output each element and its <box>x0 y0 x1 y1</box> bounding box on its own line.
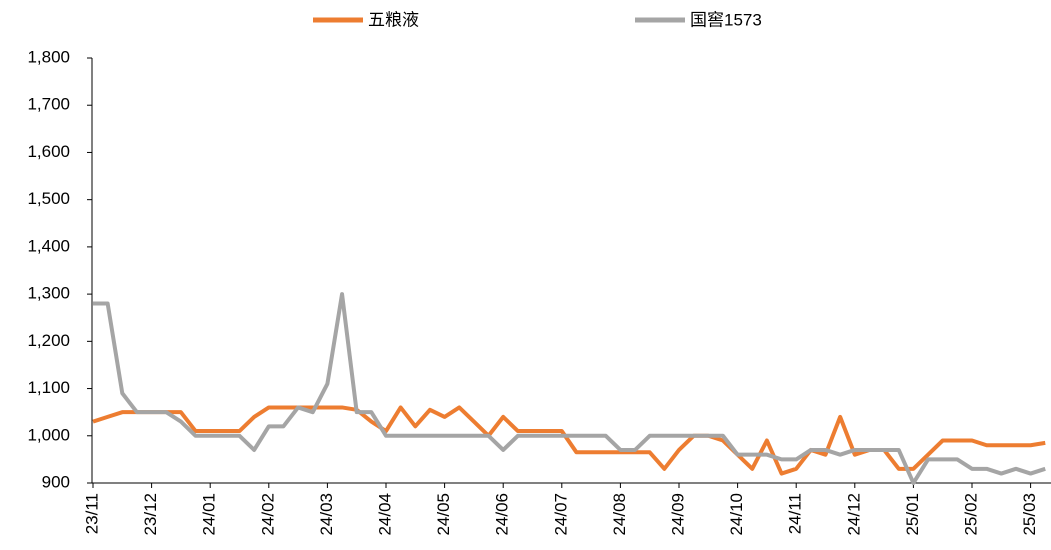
x-tick-label: 23/11 <box>82 493 101 534</box>
y-tick-label: 1,200 <box>27 331 70 350</box>
x-tick-label: 24/05 <box>434 493 453 536</box>
x-tick-label: 24/09 <box>668 493 687 536</box>
x-tick-label: 24/02 <box>258 493 277 536</box>
x-tick-label: 24/10 <box>727 493 746 536</box>
series-line <box>93 292 1046 485</box>
y-tick-label: 1,300 <box>27 284 70 303</box>
x-tick-label: 23/12 <box>141 493 160 536</box>
y-tick-label: 1,000 <box>27 425 70 444</box>
y-tick-label: 900 <box>42 472 70 491</box>
x-tick-label: 25/03 <box>1020 493 1039 536</box>
y-tick-label: 1,600 <box>27 142 70 161</box>
y-tick-label: 1,100 <box>27 378 70 397</box>
x-tick-label: 24/04 <box>375 493 394 536</box>
x-tick-label: 24/03 <box>317 493 336 536</box>
x-tick-label: 24/08 <box>610 493 629 536</box>
y-tick-label: 1,800 <box>27 47 70 66</box>
series-line <box>92 405 1046 476</box>
x-tick-label: 25/01 <box>903 493 922 536</box>
legend-label: 五粮液 <box>368 10 419 29</box>
y-tick-label: 1,500 <box>27 189 70 208</box>
x-tick-label: 25/02 <box>961 493 980 536</box>
x-tick-label: 24/07 <box>551 493 570 536</box>
x-tick-label: 24/12 <box>844 493 863 536</box>
legend-label: 国窖1573 <box>690 10 762 29</box>
y-tick-label: 1,700 <box>27 95 70 114</box>
y-tick-label: 1,400 <box>27 236 70 255</box>
x-tick-label: 24/01 <box>200 493 219 536</box>
x-tick-label: 24/06 <box>493 493 512 536</box>
x-tick-label: 24/11 <box>786 493 805 534</box>
